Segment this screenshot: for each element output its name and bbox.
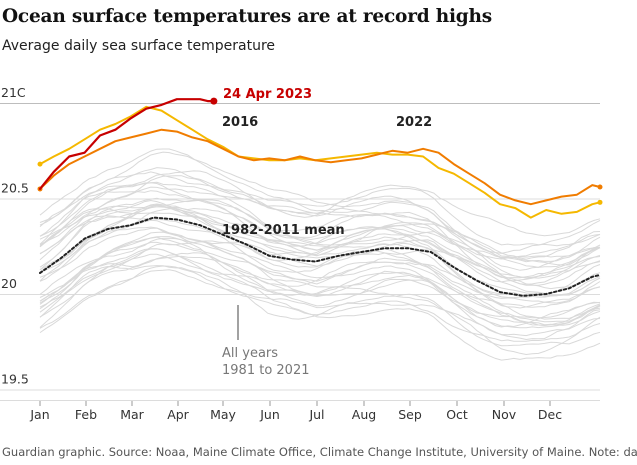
x-tick-label: Sep	[398, 407, 422, 422]
x-tick-label: Aug	[352, 407, 376, 422]
other-year-line	[39, 182, 601, 263]
chart-svg: 21C 20.5 20 19.5 Jan Feb Mar Apr May Jun Jul Aug Sep…	[0, 85, 603, 422]
other-year-line	[39, 236, 601, 323]
other-year-line	[39, 226, 601, 308]
footer-source: Guardian graphic. Source: Noaa, Maine Cl…	[2, 445, 637, 459]
annotation-all-years-line1: All years	[222, 346, 278, 361]
other-year-line	[39, 199, 601, 286]
annotation-all-years-line2: 1981 to 2021	[222, 363, 309, 378]
other-year-line	[39, 148, 601, 254]
other-year-line	[39, 253, 601, 326]
other-year-line	[39, 231, 601, 329]
other-year-line	[39, 197, 601, 294]
series-layer	[37, 97, 603, 297]
x-tick-label: May	[210, 407, 236, 422]
y-tick-label: 20	[1, 276, 17, 291]
x-tick-label: Jan	[29, 407, 49, 422]
series-end-dot	[597, 184, 603, 190]
annotation-2023-date: 24 Apr 2023	[223, 87, 312, 102]
y-tick-label: 19.5	[1, 372, 29, 387]
annotation-2022-label: 2022	[396, 115, 432, 130]
other-year-line	[39, 167, 601, 247]
chart-subtitle: Average daily sea surface temperature	[2, 38, 276, 54]
other-year-line	[39, 248, 601, 342]
x-tick-label: Jul	[308, 407, 324, 422]
series-end-dot-2023	[210, 97, 218, 105]
x-tick-label: Apr	[167, 407, 189, 422]
x-tick-label: Feb	[75, 407, 97, 422]
other-years-layer	[39, 148, 601, 361]
other-year-line	[39, 170, 601, 279]
y-tick-label: 20.5	[1, 181, 29, 196]
x-tick-label: Mar	[120, 407, 144, 422]
series-line-2023	[38, 98, 215, 190]
grid-layer: 21C 20.5 20 19.5 Jan Feb Mar Apr May Jun Jul Aug Sep…	[0, 85, 600, 422]
other-year-line	[39, 248, 601, 320]
series-line-1982-2011-mean	[39, 216, 601, 297]
other-year-line	[39, 236, 601, 326]
other-year-line	[39, 208, 601, 271]
series-line-2022	[39, 128, 601, 206]
other-year-line	[39, 269, 601, 347]
label-layer: 24 Apr 2023 2016 2022 1982-2011 mean All yea…	[222, 87, 432, 378]
x-tick-label: Oct	[446, 407, 468, 422]
x-tick-label: Jun	[259, 407, 280, 422]
other-year-line	[39, 252, 601, 356]
x-tick-label: Nov	[492, 407, 517, 422]
other-year-line	[39, 227, 601, 304]
series-end-dot	[597, 199, 603, 205]
y-tick-label: 21C	[1, 85, 26, 100]
x-tick-label: Dec	[538, 407, 562, 422]
other-year-line	[39, 181, 601, 279]
other-year-line	[39, 151, 601, 258]
other-year-line	[39, 204, 601, 268]
chart-title: Ocean surface temperatures are at record…	[2, 6, 493, 27]
other-year-line	[39, 186, 601, 266]
other-year-line	[39, 265, 601, 341]
series-start-dot	[37, 161, 43, 167]
other-year-line	[39, 190, 601, 260]
series-line-2016	[39, 105, 601, 219]
annotation-2016-label: 2016	[222, 115, 258, 130]
annotation-mean-label: 1982-2011 mean	[222, 223, 345, 238]
